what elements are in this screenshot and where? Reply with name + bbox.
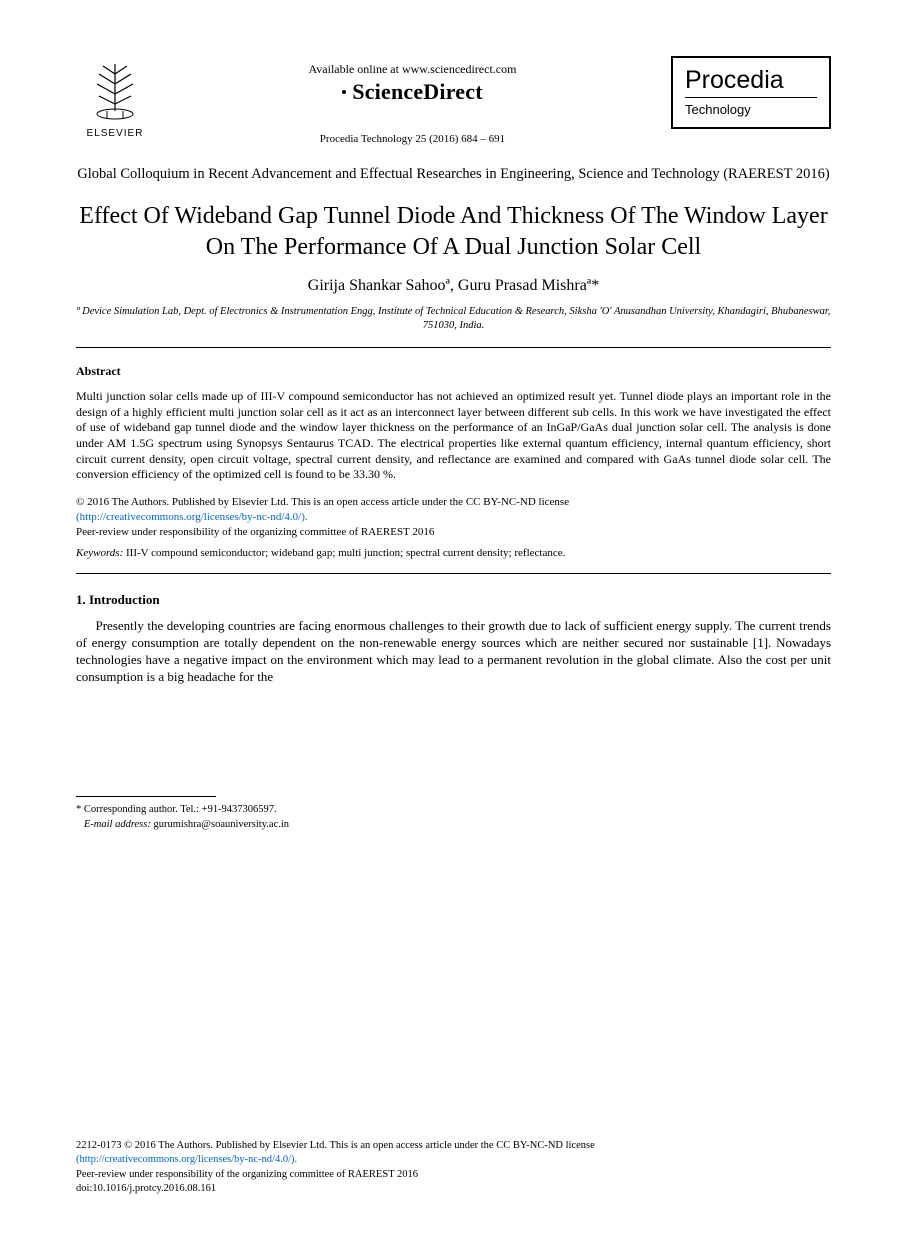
journal-citation: Procedia Technology 25 (2016) 684 – 691 (154, 133, 671, 145)
header-row: ELSEVIER Available online at www.science… (76, 56, 831, 145)
rule-top (76, 347, 831, 348)
footnote-rule (76, 796, 216, 799)
footer-peer: Peer-review under responsibility of the … (76, 1169, 418, 1180)
journal-logo-title: Procedia (685, 68, 817, 93)
authors: Girija Shankar Sahooª, Guru Prasad Mishr… (76, 277, 831, 295)
email-label: E-mail address: (84, 819, 151, 830)
elsevier-logo: ELSEVIER (76, 56, 154, 139)
keywords: Keywords: III-V compound semiconductor; … (76, 547, 831, 559)
corresponding-author: * Corresponding author. Tel.: +91-943730… (76, 803, 831, 818)
footer-issn: 2212-0173 © 2016 The Authors. Published … (76, 1140, 595, 1151)
copyright-line1: © 2016 The Authors. Published by Elsevie… (76, 496, 569, 508)
publisher-name: ELSEVIER (76, 128, 154, 139)
keywords-label: Keywords: (76, 547, 123, 559)
license-link[interactable]: (http://creativecommons.org/licenses/by-… (76, 511, 308, 523)
email-address: gurumishra@soauniversity.ac.in (151, 819, 289, 830)
footer: 2212-0173 © 2016 The Authors. Published … (76, 1139, 831, 1196)
center-header: Available online at www.sciencedirect.co… (154, 56, 671, 145)
journal-logo-box: Procedia Technology (671, 56, 831, 129)
section-1-heading: 1. Introduction (76, 592, 831, 608)
platform-name: ScienceDirect (352, 79, 482, 105)
journal-logo-sub: Technology (685, 97, 817, 117)
section-1-body: Presently the developing countries are f… (76, 618, 831, 686)
available-online-text: Available online at www.sciencedirect.co… (154, 62, 671, 77)
footnote: * Corresponding author. Tel.: +91-943730… (76, 803, 831, 832)
affiliation: ª Device Simulation Lab, Dept. of Electr… (76, 305, 831, 333)
sd-bullet-icon (342, 90, 346, 94)
abstract-body: Multi junction solar cells made up of II… (76, 389, 831, 483)
abstract-heading: Abstract (76, 364, 831, 379)
page: ELSEVIER Available online at www.science… (0, 0, 907, 1238)
sciencedirect-logo: ScienceDirect (342, 79, 482, 105)
footer-doi: doi:10.1016/j.protcy.2016.08.161 (76, 1183, 216, 1194)
copyright-line2: Peer-review under responsibility of the … (76, 526, 434, 538)
footer-license-link[interactable]: (http://creativecommons.org/licenses/by-… (76, 1154, 297, 1165)
keywords-text: III-V compound semiconductor; wideband g… (123, 547, 565, 559)
elsevier-tree-icon (85, 56, 145, 126)
conference-name: Global Colloquium in Recent Advancement … (76, 165, 831, 185)
article-title: Effect Of Wideband Gap Tunnel Diode And … (76, 201, 831, 263)
rule-bottom (76, 573, 831, 574)
copyright-block: © 2016 The Authors. Published by Elsevie… (76, 495, 831, 540)
